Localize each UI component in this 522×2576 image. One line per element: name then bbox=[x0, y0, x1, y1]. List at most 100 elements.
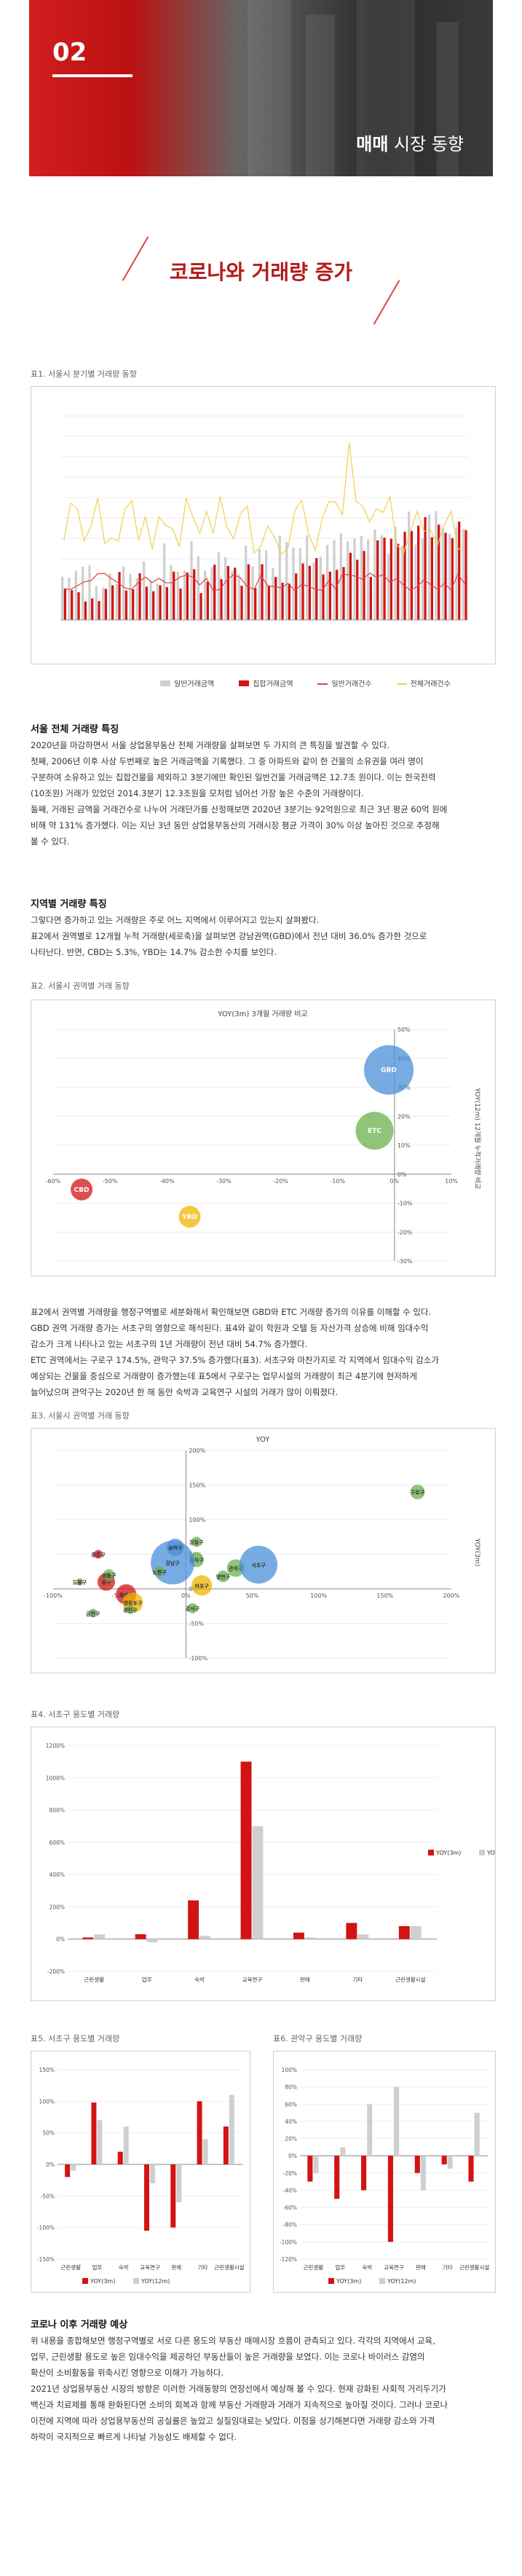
bar-gray bbox=[306, 535, 309, 620]
fig5-chart: 150% 100% 50% 0% -50% -100% -150% 근린생활 업무 숙박 교육연구 판… bbox=[37, 2067, 245, 2285]
point-label: 성동구 bbox=[102, 1572, 116, 1579]
bar-red bbox=[91, 598, 94, 620]
y-tick-label: -40% bbox=[283, 2187, 297, 2194]
scatter-point bbox=[71, 1178, 93, 1201]
y-tick-label: -100% bbox=[37, 2225, 55, 2231]
point-label: 관악구 bbox=[229, 1566, 243, 1572]
bar-gray bbox=[108, 573, 111, 620]
x-tick-label: 100% bbox=[310, 1593, 327, 1599]
bar-gray bbox=[143, 561, 146, 620]
bar-gray bbox=[224, 557, 227, 620]
bar bbox=[94, 1934, 106, 1939]
fig5-caption: 표5. 서초구 용도별 거래량 bbox=[31, 2034, 120, 2043]
fig1-legend: 일반거래금액 집합거래금액 일반거래건수 전체거래건수 bbox=[160, 678, 451, 688]
bar-gray bbox=[435, 511, 438, 620]
point-label: 도봉구 bbox=[73, 1580, 87, 1586]
bar-red bbox=[98, 600, 100, 620]
bar-gray bbox=[292, 547, 295, 620]
bar-gray bbox=[265, 550, 268, 620]
y-tick-label: 200% bbox=[189, 1448, 205, 1454]
y-tick-label: 50% bbox=[42, 2130, 55, 2137]
bar bbox=[474, 2113, 480, 2156]
bar-red bbox=[165, 587, 168, 620]
bar-gray bbox=[170, 565, 173, 620]
point-label: 중구 bbox=[101, 1580, 111, 1586]
bar-gray bbox=[333, 540, 336, 620]
bar-red bbox=[458, 522, 461, 620]
bar-gray bbox=[441, 527, 444, 620]
bar-gray bbox=[129, 573, 132, 620]
y-tick-label: 1200% bbox=[46, 1743, 65, 1749]
bar-red bbox=[397, 543, 400, 620]
y-tick-label: -50% bbox=[41, 2193, 55, 2199]
bar-red bbox=[247, 564, 250, 620]
y-tick-label: 60% bbox=[285, 2101, 297, 2108]
bar-gray bbox=[61, 576, 64, 620]
section-number-underline bbox=[52, 74, 133, 77]
bar-gray bbox=[190, 541, 193, 620]
y-tick-label: 80% bbox=[285, 2084, 297, 2091]
bar-red bbox=[213, 565, 216, 620]
fig6-caption: 표6. 관악구 용도별 거래량 bbox=[273, 2034, 363, 2043]
point-label: 영등포구 bbox=[124, 1600, 143, 1606]
point-label: 광진구 bbox=[123, 1607, 138, 1614]
bar-red bbox=[328, 571, 331, 620]
bar-gray bbox=[428, 514, 431, 620]
bar-gray bbox=[176, 571, 179, 620]
scatter-point bbox=[166, 1539, 184, 1556]
bar bbox=[82, 1937, 94, 1939]
bar-red bbox=[118, 572, 121, 620]
y-tick-label: 100% bbox=[282, 2067, 297, 2073]
bar-red bbox=[132, 589, 135, 620]
x-tick-label: 근린생활시설 bbox=[459, 2263, 489, 2271]
bar bbox=[65, 2164, 71, 2178]
bar-red bbox=[295, 573, 298, 620]
x-tick-label: 기타 bbox=[198, 2264, 208, 2271]
legend-swatch bbox=[479, 1850, 485, 1856]
bar bbox=[441, 2156, 447, 2164]
s4-heading: 코로나 이후 거래량 예상 bbox=[31, 2320, 128, 2330]
y-tick-label: 0% bbox=[46, 2161, 55, 2168]
bar-gray bbox=[312, 562, 315, 620]
bar-red bbox=[199, 593, 202, 620]
building-window bbox=[357, 0, 415, 176]
bar bbox=[346, 1923, 357, 1939]
legend-item: 일반거래금액 bbox=[160, 678, 214, 688]
y-tick-label: 50% bbox=[398, 1026, 411, 1033]
y-tick-label: -100% bbox=[280, 2239, 297, 2245]
y-tick-label: -20% bbox=[398, 1229, 413, 1236]
bar bbox=[313, 2156, 319, 2173]
x-tick-label: 교육연구 bbox=[242, 1976, 263, 1983]
fig2-caption: 표2. 서울시 권역별 거래 동향 bbox=[31, 981, 130, 991]
bar bbox=[410, 1926, 422, 1939]
fig1-frame bbox=[31, 386, 496, 664]
x-tick-label: 판매 bbox=[171, 2264, 181, 2271]
bar-gray bbox=[272, 568, 274, 620]
bar bbox=[71, 2164, 76, 2171]
bar-gray bbox=[387, 554, 390, 620]
point-label: ETC bbox=[368, 1128, 381, 1135]
s3-paragraph: 표2에서 권역별 거래량을 행정구역별로 세분화해서 확인해보면 GBD와 ET… bbox=[31, 1307, 439, 1397]
y-tick-label: -120% bbox=[280, 2256, 297, 2263]
bar bbox=[123, 2127, 129, 2164]
bar-red bbox=[322, 574, 325, 620]
bar-red bbox=[220, 578, 223, 620]
bar-red bbox=[261, 564, 264, 620]
y-tick-label: 0% bbox=[56, 1936, 65, 1943]
bar-red bbox=[451, 538, 454, 620]
bar bbox=[176, 2164, 182, 2202]
bar bbox=[394, 2086, 400, 2156]
bar bbox=[387, 2156, 393, 2242]
point-label: 송파구 bbox=[168, 1544, 183, 1551]
bar-red bbox=[254, 588, 257, 620]
bar bbox=[334, 2156, 340, 2199]
bar-gray bbox=[68, 578, 71, 620]
fig3-caption: 표3. 서울시 권역별 거래 동향 bbox=[31, 1411, 130, 1421]
x-tick-label: 숙박 bbox=[194, 1976, 205, 1983]
bar-red bbox=[179, 588, 182, 620]
bar bbox=[146, 1939, 158, 1943]
s4-paragraph: 위 내용을 종합해보면 행정구역별로 서로 다른 용도의 부동산 매매시장 흐름… bbox=[31, 2336, 448, 2442]
bar bbox=[197, 2101, 202, 2164]
y-tick-label: 100% bbox=[39, 2098, 55, 2105]
y-tick-label: 150% bbox=[39, 2067, 55, 2073]
